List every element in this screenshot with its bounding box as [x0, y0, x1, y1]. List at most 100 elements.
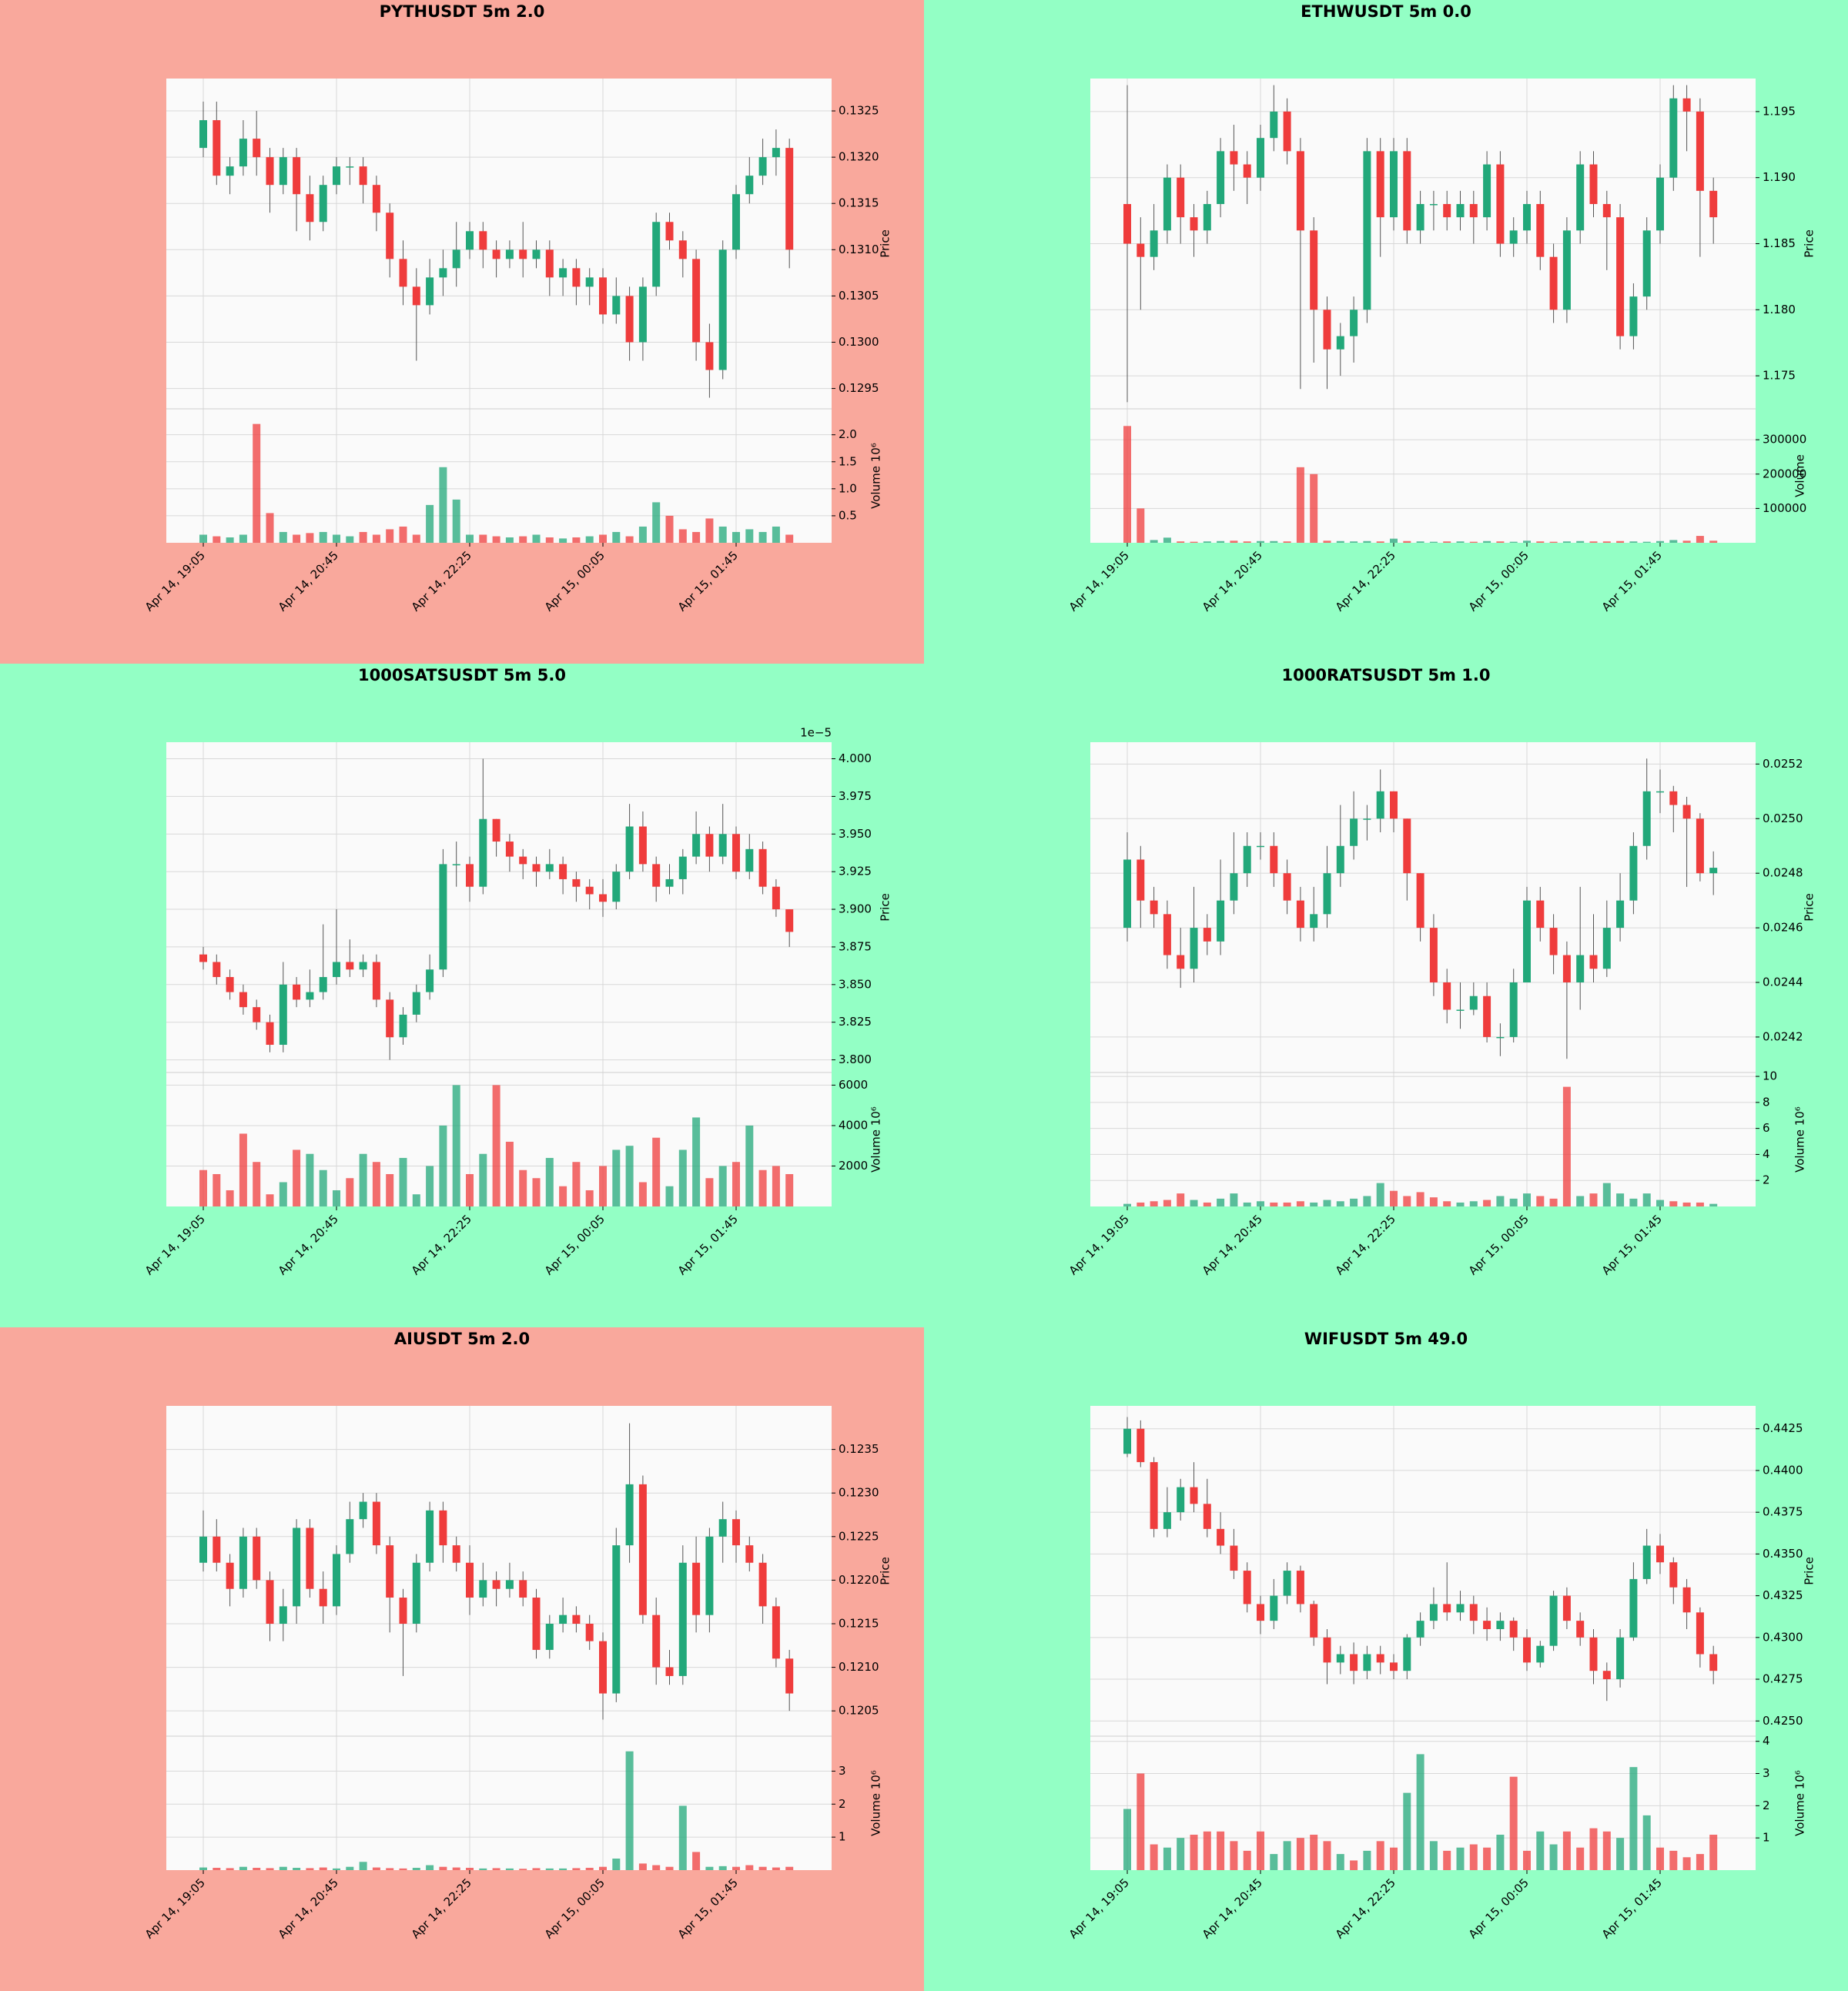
volume-bar	[1656, 1200, 1664, 1206]
candle-body	[239, 1536, 247, 1589]
candle-body	[386, 1545, 394, 1598]
candle-body	[333, 962, 340, 978]
candle-body	[346, 1519, 354, 1554]
volume-bar	[1682, 1857, 1691, 1870]
volume-bar	[1656, 540, 1664, 543]
candle-body	[1429, 204, 1438, 206]
candle-body	[1602, 928, 1611, 969]
candle-body	[1456, 1604, 1465, 1613]
candle-body	[1336, 1654, 1344, 1663]
volume-bar	[239, 1866, 247, 1870]
y-tick-label: 3.850	[839, 977, 872, 991]
y-axis-label: Price	[1803, 893, 1816, 922]
candle-body	[1509, 1621, 1518, 1638]
candle-body	[1403, 818, 1411, 874]
volume-bar	[279, 531, 287, 543]
candle-body	[1469, 1604, 1478, 1621]
volume-bar	[1336, 1854, 1344, 1870]
y-tick-label: 1.195	[1763, 104, 1796, 118]
candle-body	[1589, 1637, 1598, 1671]
candle-body	[1270, 1595, 1278, 1621]
volume-bar	[1137, 1202, 1145, 1206]
candle-body	[319, 1588, 327, 1607]
volume-bar	[239, 534, 247, 543]
volume-bar	[1456, 1202, 1465, 1206]
volume-bar	[1509, 1776, 1518, 1870]
volume-bar	[1270, 540, 1278, 543]
candle-body	[758, 848, 767, 887]
volume-bar	[1696, 1854, 1704, 1870]
candle-body	[1137, 1428, 1145, 1463]
candle-body	[1283, 873, 1291, 901]
candle-body	[346, 166, 354, 168]
y-tick-label: 0.1230	[839, 1486, 879, 1500]
volume-bar	[399, 1868, 407, 1870]
volume-bar	[772, 1166, 780, 1206]
candle-body	[1642, 791, 1651, 846]
volume-tick-label: 2000	[839, 1159, 868, 1173]
volume-bar	[1376, 1183, 1384, 1206]
candle-body	[1696, 111, 1704, 191]
volume-bar	[239, 1133, 247, 1206]
candle-body	[665, 222, 674, 241]
volume-bar	[505, 1868, 514, 1870]
y-tick-label: 0.1295	[839, 381, 879, 395]
volume-bar	[1137, 508, 1145, 543]
volume-bar	[612, 1859, 621, 1870]
volume-bar	[1403, 540, 1411, 543]
candle-body	[519, 856, 527, 865]
candle-body	[705, 342, 714, 370]
y-tick-label: 0.4400	[1763, 1463, 1803, 1477]
candle-body	[1483, 1621, 1491, 1629]
candle-body	[772, 1606, 780, 1659]
candle-body	[306, 1528, 314, 1589]
candle-body	[1257, 845, 1264, 848]
volume-bar	[1257, 1831, 1264, 1870]
candle-body	[1190, 217, 1198, 231]
volume-bar	[1496, 541, 1505, 543]
candle-body	[678, 240, 687, 259]
candle-body	[652, 1615, 661, 1668]
volume-bar	[652, 1865, 661, 1870]
volume-bar	[1230, 540, 1238, 543]
volume-bar	[1123, 1203, 1131, 1206]
volume-bar	[492, 536, 500, 543]
volume-bar	[1350, 1860, 1358, 1870]
volume-bar	[505, 1141, 514, 1206]
volume-bar	[678, 529, 687, 543]
volume-bar	[625, 1146, 634, 1206]
volume-axis-label: Volume	[1793, 454, 1807, 497]
volume-bar	[1642, 541, 1651, 543]
volume-bar	[253, 1868, 261, 1870]
candle-body	[253, 1536, 261, 1581]
volume-tick-label: 3	[839, 1764, 846, 1778]
candle-body	[559, 864, 567, 879]
candle-body	[293, 1528, 301, 1607]
chart-title: 1000SATSUSDT 5m 5.0	[358, 666, 566, 684]
volume-bar	[1190, 541, 1198, 543]
candle-body	[279, 1606, 287, 1624]
y-tick-label: 0.4425	[1763, 1421, 1803, 1435]
volume-bar	[1403, 1792, 1411, 1870]
volume-bar	[372, 1162, 380, 1206]
candle-body	[1656, 791, 1664, 793]
candle-body	[1709, 868, 1718, 874]
volume-bar	[559, 538, 567, 543]
volume-tick-label: 2.0	[839, 427, 857, 441]
volume-bar	[732, 1162, 740, 1206]
volume-bar	[386, 529, 394, 543]
volume-bar	[213, 1173, 221, 1206]
volume-bar	[466, 1173, 474, 1206]
candle-body	[572, 878, 581, 887]
volume-bar	[1390, 1190, 1398, 1206]
candle-body	[1562, 1595, 1571, 1621]
candle-body	[479, 1580, 487, 1598]
volume-bar	[1709, 1203, 1718, 1206]
volume-bar	[1576, 1196, 1585, 1206]
volume-bar	[1443, 541, 1451, 543]
candle-body	[758, 157, 767, 176]
volume-bar	[1350, 541, 1358, 543]
